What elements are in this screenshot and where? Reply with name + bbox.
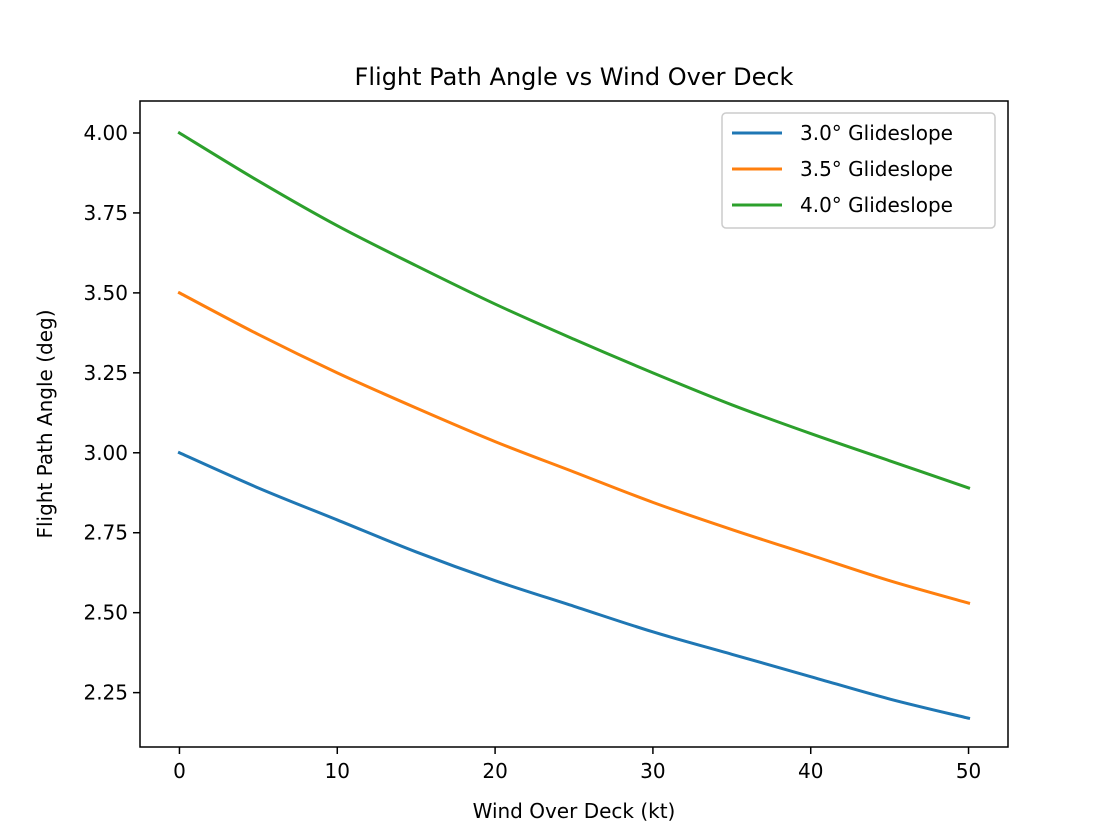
y-tick-label: 2.50: [83, 601, 128, 625]
legend-label-1: 3.0° Glideslope: [800, 121, 953, 145]
series-line-3: [177, 130, 971, 490]
legend: 3.0° Glideslope 3.5° Glideslope 4.0° Glide…: [721, 112, 996, 229]
y-tick-label: 2.75: [83, 521, 128, 545]
y-tick-label: 2.25: [83, 681, 128, 705]
y-tick-label: 3.25: [83, 361, 128, 385]
series-line-2: [177, 290, 971, 605]
y-tick-label: 3.50: [83, 281, 128, 305]
x-tick-label: 0: [173, 759, 186, 783]
y-tick-label: 4.00: [83, 121, 128, 145]
y-axis-ticks: 2.25 2.50 2.75 3.00 3.25 3.50 3.75 4.00: [83, 121, 140, 705]
y-tick-label: 3.75: [83, 201, 128, 225]
plot-frame: [139, 100, 1009, 748]
series-line-1: [177, 450, 971, 721]
series-layer: [177, 130, 971, 721]
legend-label-2: 3.5° Glideslope: [800, 157, 953, 181]
x-axis-label: Wind Over Deck (kt): [473, 799, 676, 823]
x-tick-label: 10: [325, 759, 350, 783]
y-tick-label: 3.00: [83, 441, 128, 465]
y-axis-label: Flight Path Angle (deg): [33, 309, 57, 538]
x-tick-label: 50: [956, 759, 981, 783]
x-tick-label: 20: [482, 759, 507, 783]
x-tick-label: 30: [640, 759, 665, 783]
legend-label-3: 4.0° Glideslope: [800, 193, 953, 217]
x-axis-ticks: 0 10 20 30 40 50: [173, 747, 981, 783]
x-tick-label: 40: [798, 759, 823, 783]
legend-box: [721, 112, 996, 229]
chart-title: Flight Path Angle vs Wind Over Deck: [355, 63, 794, 91]
